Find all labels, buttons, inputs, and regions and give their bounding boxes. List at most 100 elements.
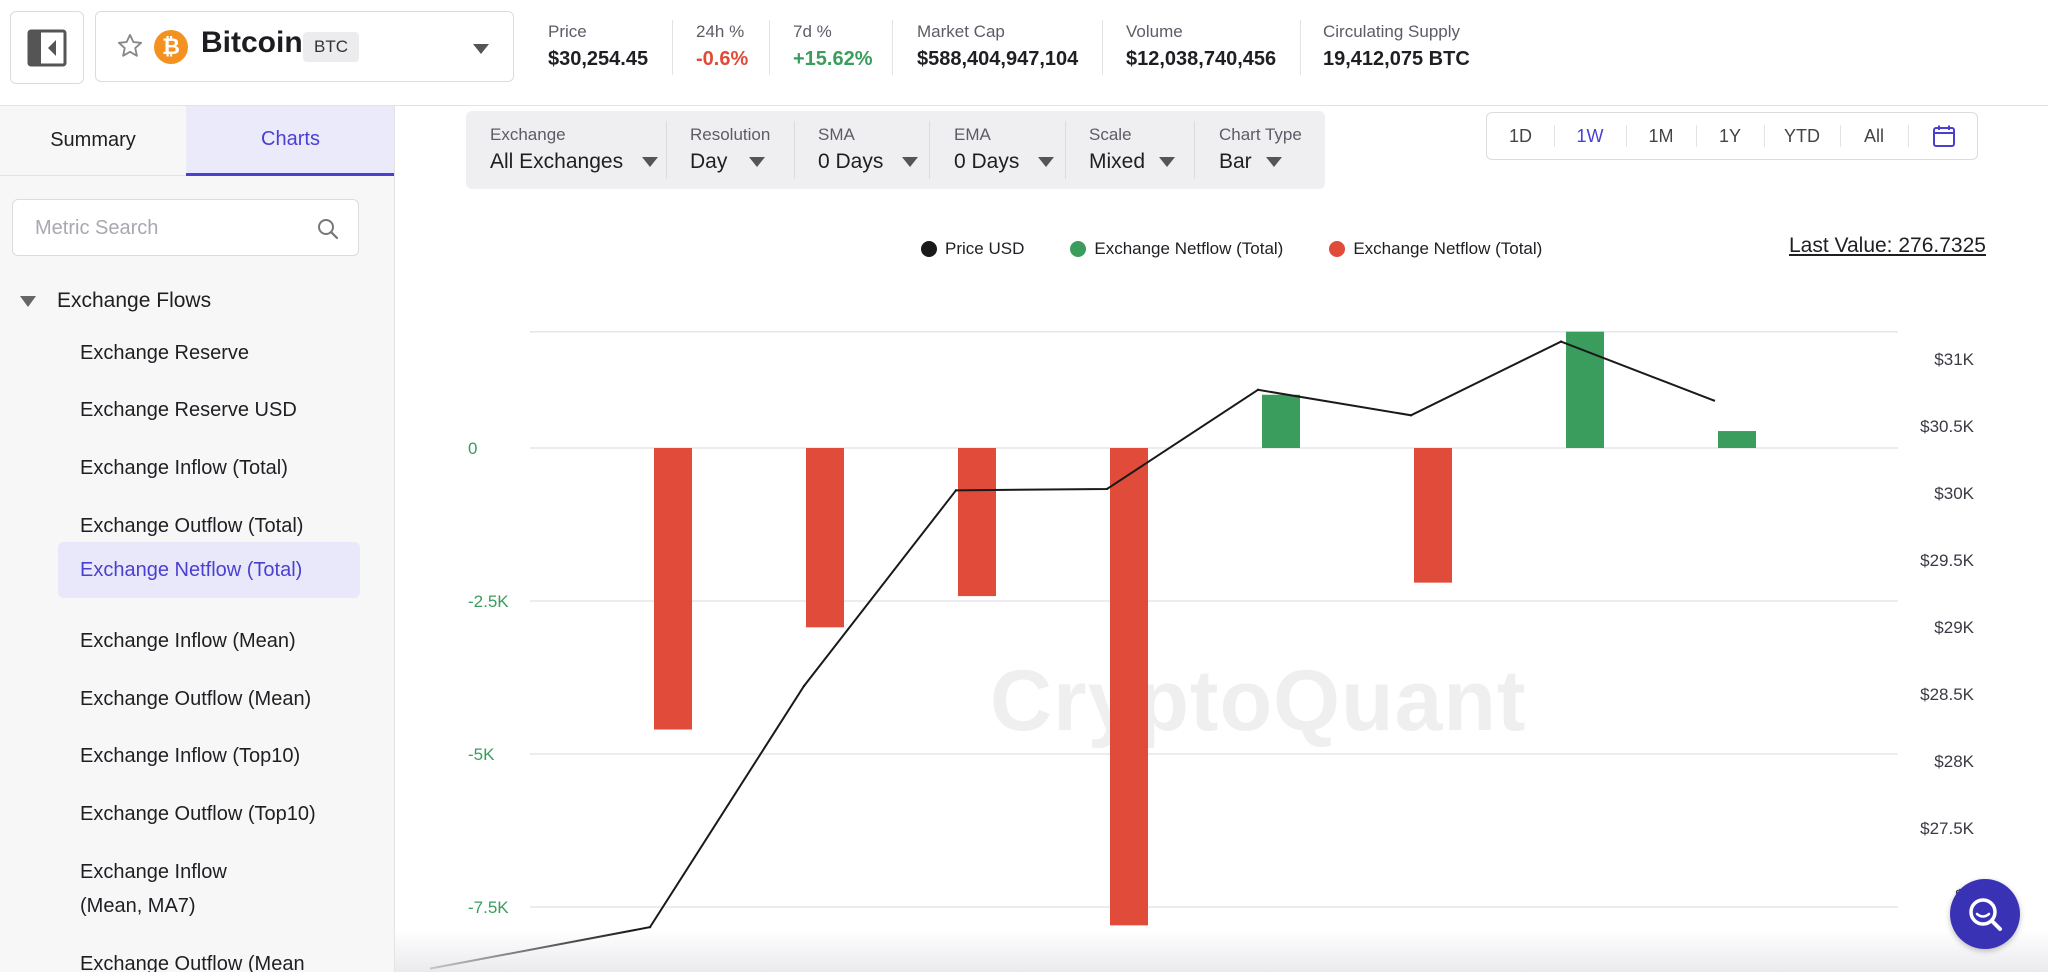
left-axis-tick-label: 0: [468, 439, 477, 458]
metric-item-exchange-netflow-total[interactable]: Exchange Netflow (Total): [58, 542, 360, 598]
stat-label: 7d %: [793, 22, 832, 41]
right-axis-tick-label: $28.5K: [1920, 685, 1975, 704]
stat-value: 19,412,075 BTC: [1323, 48, 1470, 70]
right-axis-tick-label: $27.5K: [1920, 819, 1975, 838]
metric-item-exchange-outflow-mean[interactable]: Exchange Outflow (Mean: [80, 953, 305, 972]
help-chat-button[interactable]: [1950, 879, 2020, 949]
chart-legend: Price USD Exchange Netflow (Total) Excha…: [921, 237, 1588, 261]
metric-item-exchange-reserve-usd[interactable]: Exchange Reserve USD: [80, 399, 297, 421]
price-point: [1712, 399, 1716, 402]
price-point: [1559, 340, 1563, 343]
stat-label: Circulating Supply: [1323, 22, 1461, 41]
chevron-down-icon[interactable]: [473, 44, 489, 54]
metric-item-exchange-inflow-mean-ma7[interactable]: Exchange Inflow (Mean, MA7): [80, 861, 227, 917]
legend-item-netflow-positive[interactable]: Exchange Netflow (Total): [1070, 239, 1283, 259]
left-axis-tick-label: -7.5K: [468, 898, 509, 917]
resolution-dropdown[interactable]: Resolution Day: [690, 111, 790, 189]
metric-group-label: Exchange Flows: [57, 289, 212, 312]
right-axis-tick-label: $29.5K: [1920, 551, 1975, 570]
price-point: [802, 684, 806, 688]
range-1m-button[interactable]: 1M: [1648, 126, 1674, 146]
control-label: SMA: [818, 125, 855, 144]
price-usd-line: [430, 340, 1715, 970]
right-axis-tick-label: $30.5K: [1920, 417, 1975, 436]
left-axis-tick-label: -5K: [468, 745, 495, 764]
asset-selector[interactable]: ₿ Bitcoin BTC: [95, 11, 514, 82]
stat-label: Market Cap: [917, 22, 1005, 41]
netflow-bar-negative: [958, 448, 996, 597]
legend-item-netflow-negative[interactable]: Exchange Netflow (Total): [1329, 239, 1542, 259]
caret-down-icon: [20, 295, 36, 307]
metric-item-exchange-inflow-top10[interactable]: Exchange Inflow (Top10): [80, 745, 301, 767]
asset-ticker-badge: BTC: [303, 32, 359, 62]
metric-search-box: [12, 199, 359, 256]
legend-label: Price USD: [945, 239, 1025, 258]
grid-lines: [530, 330, 1898, 908]
calendar-icon[interactable]: [1932, 124, 1956, 148]
metric-item-exchange-outflow-total[interactable]: Exchange Outflow (Total): [80, 515, 304, 537]
stat-label: Price: [548, 22, 587, 41]
netflow-chart: 0-2.5K-5K-7.5K $31K$30.5K$30K$29.5K$29K$…: [430, 330, 1975, 970]
exchange-dropdown[interactable]: Exchange All Exchanges: [490, 111, 670, 189]
stat-value: -0.6%: [696, 48, 749, 70]
price-point: [1256, 388, 1260, 392]
sma-dropdown[interactable]: SMA 0 Days: [818, 111, 928, 189]
caret-down-icon: [902, 157, 919, 167]
stat-value: $12,038,740,456: [1126, 48, 1277, 70]
range-1w-button[interactable]: 1W: [1576, 126, 1604, 146]
netflow-bar-negative: [806, 448, 844, 628]
caret-down-icon: [1038, 157, 1055, 167]
metric-item-exchange-outflow-top10[interactable]: Exchange Outflow (Top10): [80, 803, 316, 825]
divider: [1696, 125, 1697, 147]
metric-item-exchange-outflow-mean[interactable]: Exchange Outflow (Mean): [80, 688, 312, 710]
bitcoin-logo-icon: ₿: [154, 30, 188, 64]
last-value-readout[interactable]: Last Value: 276.7325: [1789, 234, 1986, 257]
sidebar-toggle-button[interactable]: [10, 11, 84, 84]
range-all-button[interactable]: All: [1863, 126, 1884, 146]
stat-circulating-supply: Circulating Supply 19,412,075 BTC: [1323, 20, 1470, 74]
search-icon[interactable]: [316, 217, 340, 241]
stat-label: 24h %: [696, 22, 745, 41]
legend-item-price-usd[interactable]: Price USD: [921, 239, 1024, 259]
legend-dot: [1070, 241, 1087, 257]
legend-label: Exchange Netflow (Total): [1094, 239, 1284, 258]
metric-search-input[interactable]: [35, 214, 305, 242]
divider: [1840, 125, 1841, 147]
divider: [794, 121, 795, 179]
range-1y-button[interactable]: 1Y: [1718, 126, 1742, 146]
search-chat-icon: [1969, 898, 2002, 931]
tab-charts[interactable]: Charts: [186, 106, 394, 176]
top-bar: ₿ Bitcoin BTC Price $30,254.45 24h % -0.…: [0, 0, 2048, 106]
metric-item-exchange-inflow-total[interactable]: Exchange Inflow (Total): [80, 457, 288, 479]
range-ytd-button[interactable]: YTD: [1784, 126, 1820, 146]
netflow-bar-negative: [1414, 448, 1452, 583]
right-axis-tick-label: $29K: [1934, 618, 1974, 637]
left-axis-tick-label: -2.5K: [468, 592, 509, 611]
control-label: Chart Type: [1219, 125, 1302, 144]
control-label: Scale: [1089, 125, 1132, 144]
control-value: Bar: [1219, 150, 1252, 173]
metric-item-exchange-inflow-mean[interactable]: Exchange Inflow (Mean): [80, 630, 296, 652]
price-point: [1105, 487, 1109, 491]
watermark: CryptoQuant: [990, 653, 1527, 749]
control-label: Resolution: [690, 125, 771, 144]
stat-7d-change: 7d % +15.62%: [793, 20, 873, 74]
divider: [1908, 125, 1909, 147]
control-label: Exchange: [490, 125, 566, 144]
star-icon[interactable]: [116, 32, 144, 60]
netflow-bar-negative: [1110, 448, 1148, 926]
metric-item-exchange-reserve[interactable]: Exchange Reserve: [80, 342, 249, 364]
caret-down-icon: [749, 157, 766, 167]
ema-dropdown[interactable]: EMA 0 Days: [954, 111, 1064, 189]
caret-down-icon: [642, 157, 659, 167]
chart-type-dropdown[interactable]: Chart Type Bar: [1219, 111, 1319, 189]
netflow-bar-negative: [654, 448, 692, 730]
price-point: [1409, 414, 1413, 417]
scale-dropdown[interactable]: Scale Mixed: [1089, 111, 1189, 189]
divider: [1554, 125, 1555, 147]
range-1d-button[interactable]: 1D: [1508, 126, 1532, 146]
stat-market-cap: Market Cap $588,404,947,104: [917, 20, 1078, 74]
tab-summary[interactable]: Summary: [0, 106, 186, 176]
metric-group-exchange-flows[interactable]: Exchange Flows: [20, 281, 211, 321]
sidebar: Summary Charts Exchange Flows Exchange R…: [0, 106, 395, 972]
